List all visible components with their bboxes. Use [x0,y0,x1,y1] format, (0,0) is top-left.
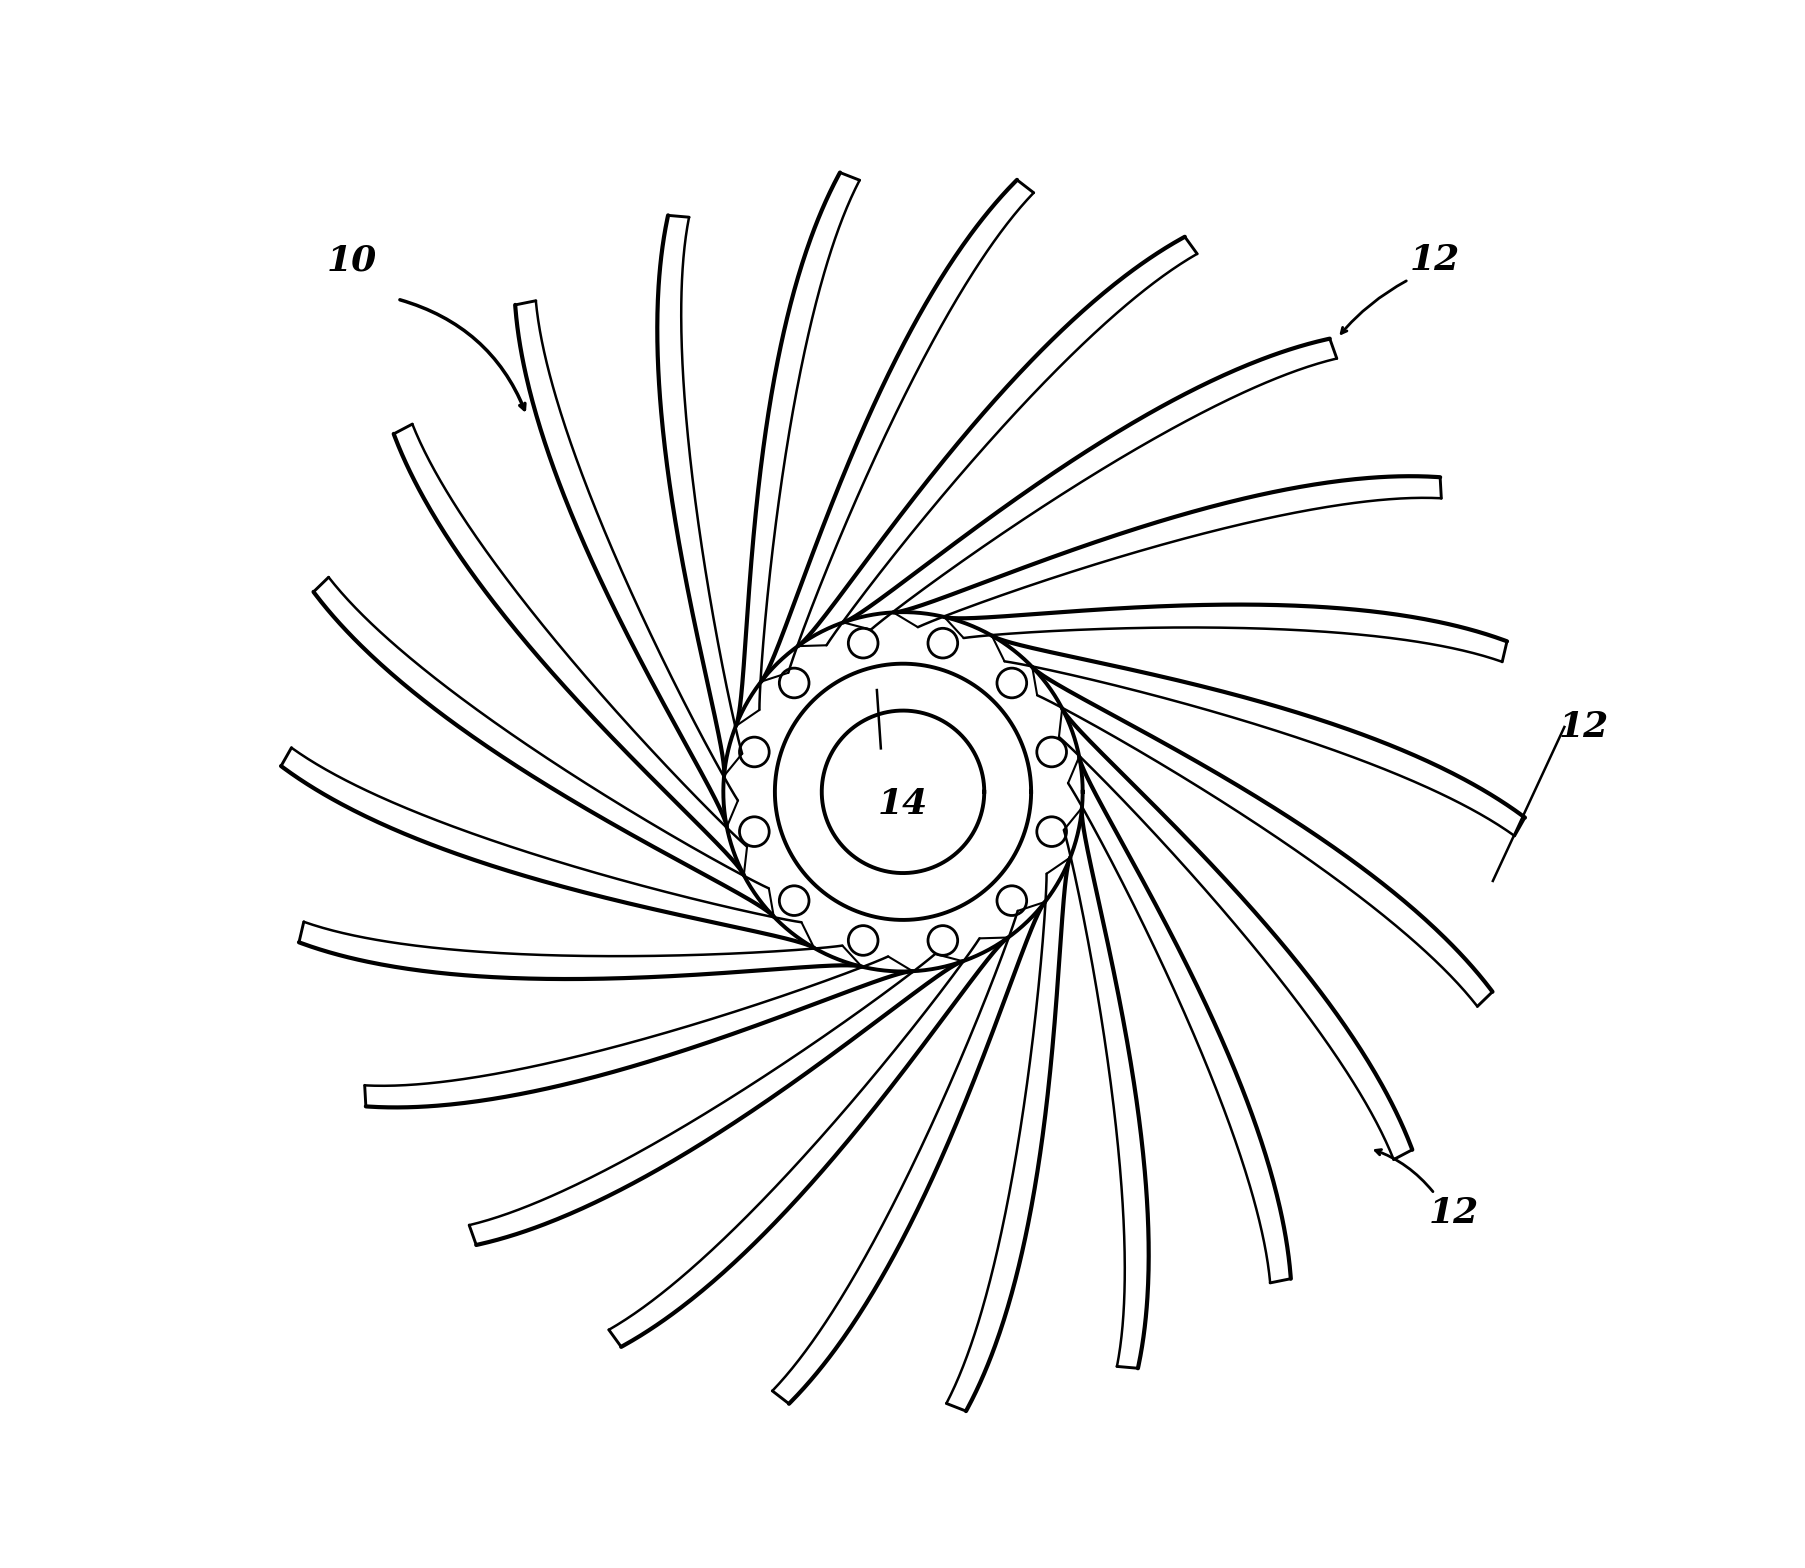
Text: 10: 10 [327,243,377,278]
Text: 12: 12 [1428,1196,1478,1231]
Text: 14: 14 [877,787,928,822]
Text: 12: 12 [1408,243,1458,278]
Text: 12: 12 [1558,710,1608,743]
